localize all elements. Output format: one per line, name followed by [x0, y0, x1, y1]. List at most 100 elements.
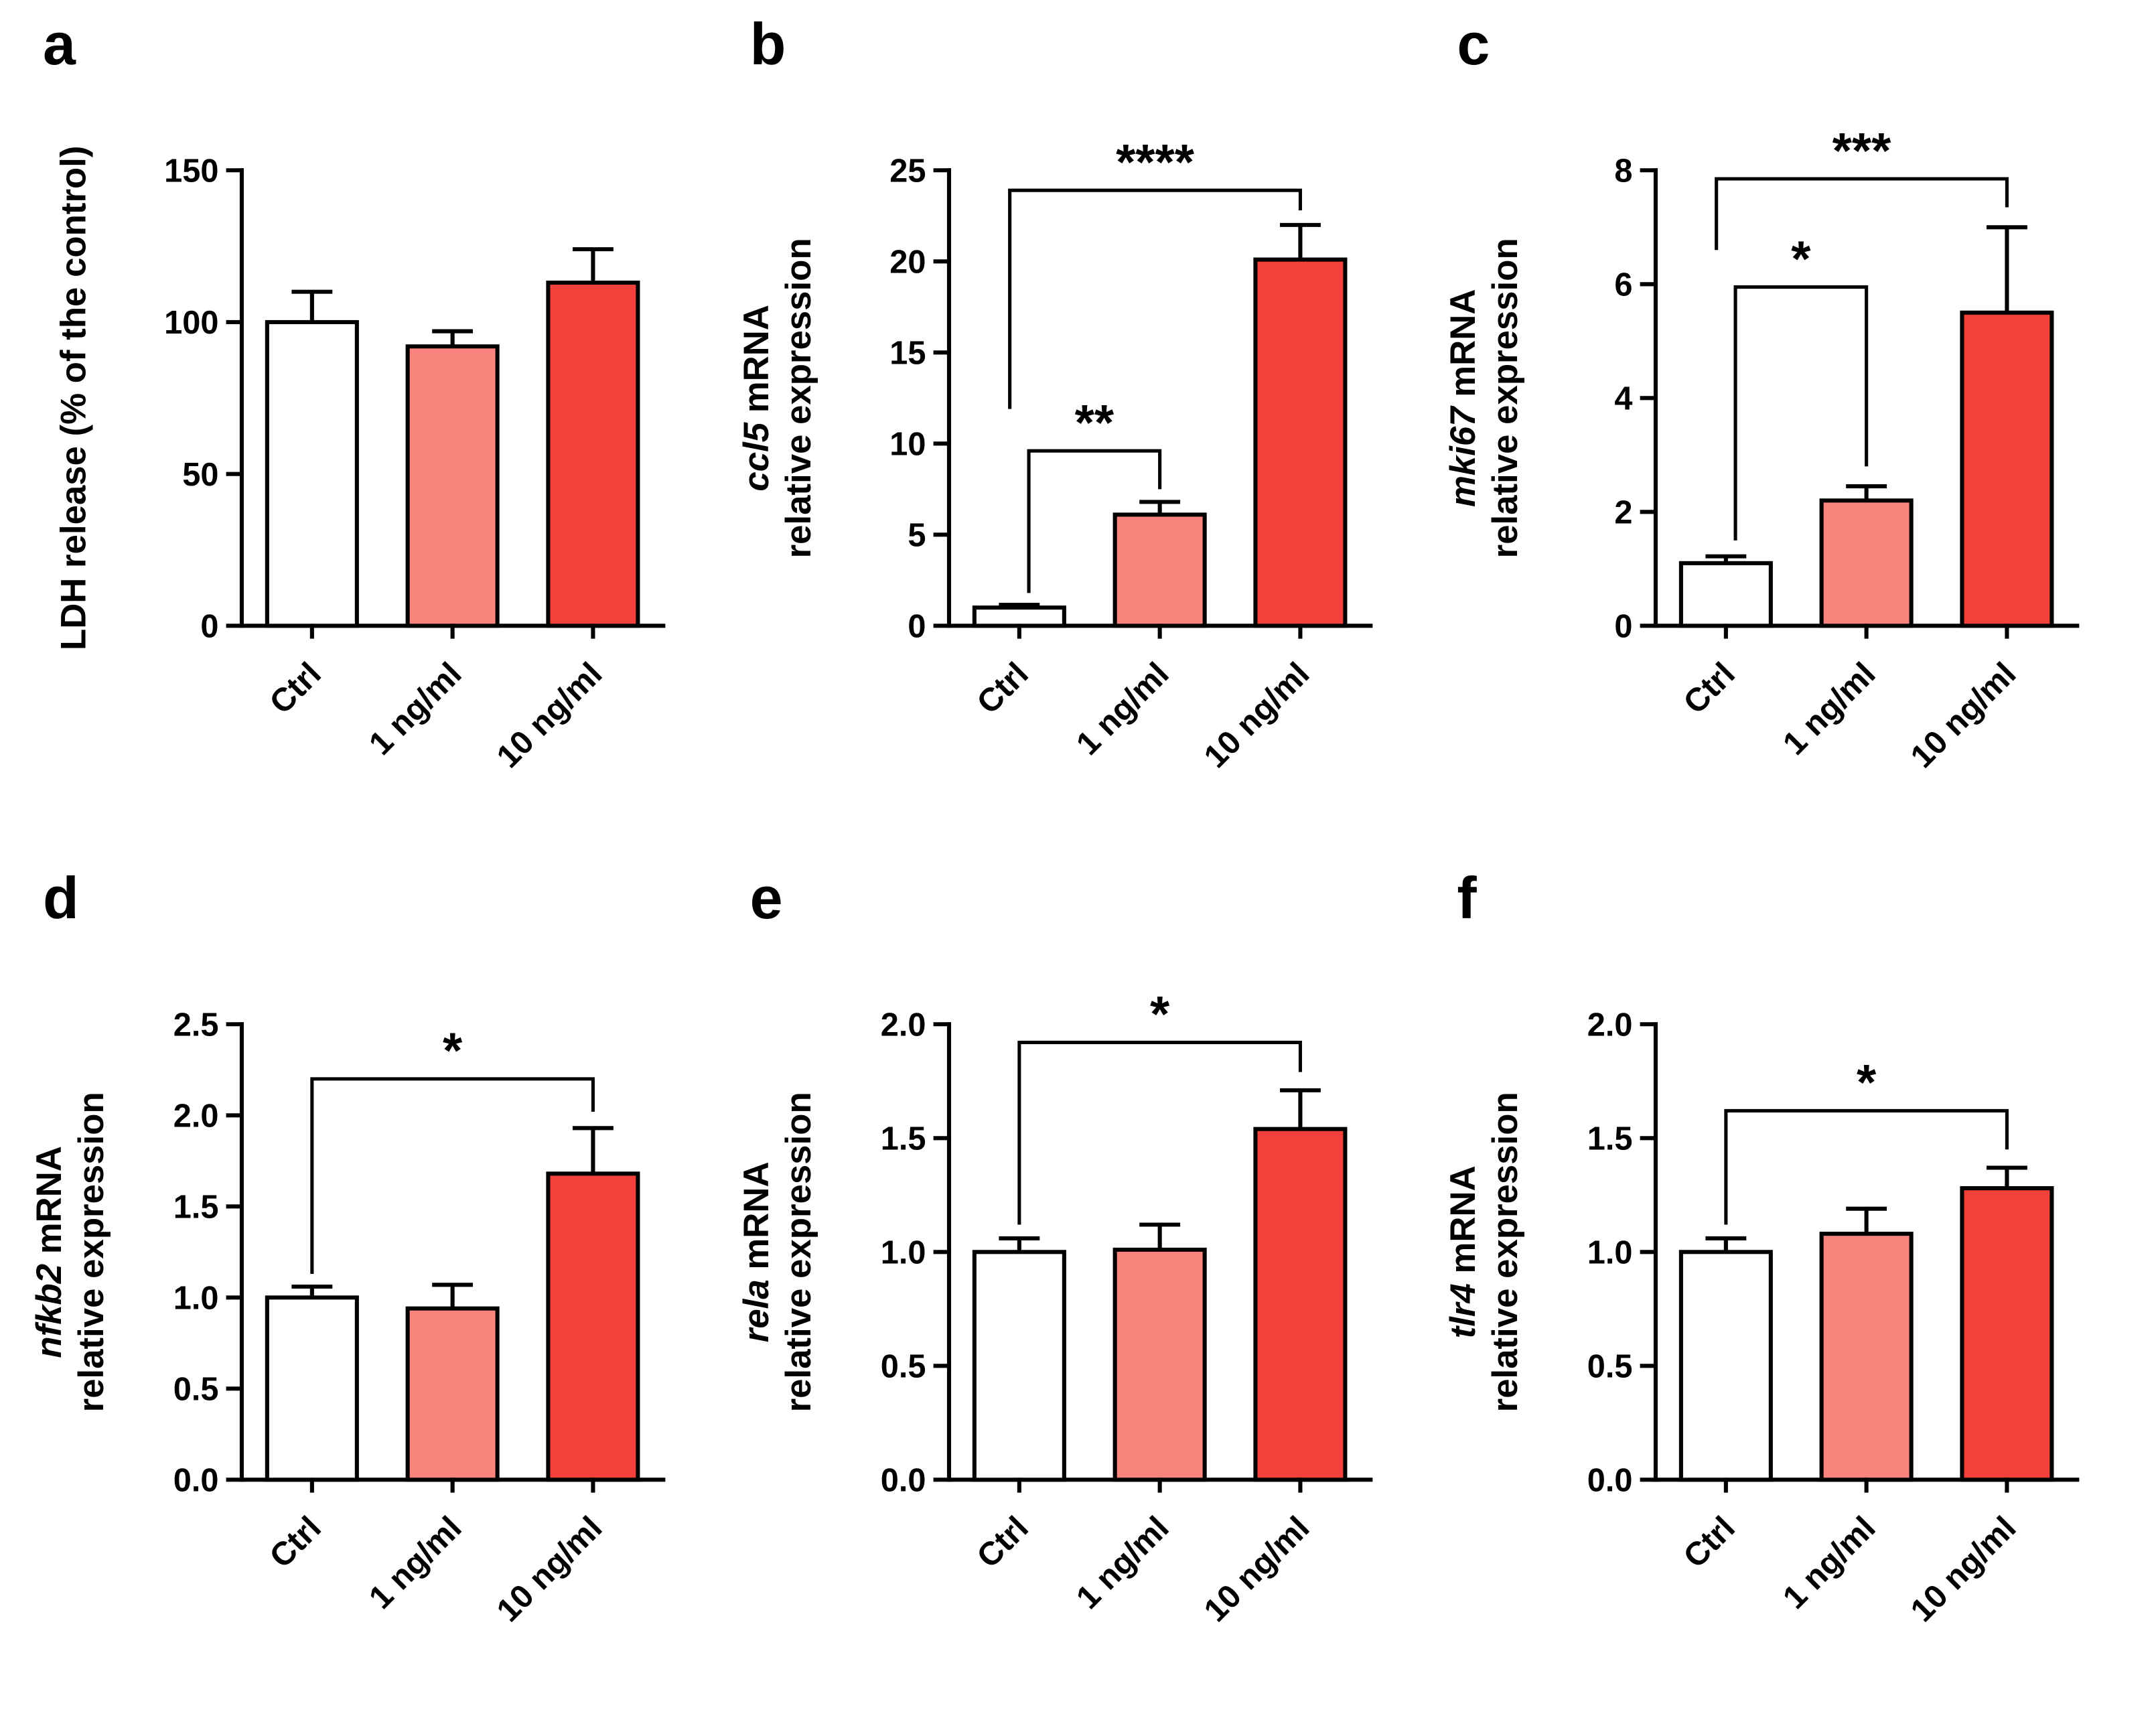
significance-bracket [1733, 285, 1869, 540]
y-tick-label: 1.0 [173, 1281, 219, 1317]
x-tick-label: Ctrl [1677, 656, 1743, 721]
y-tick-label: 0.0 [173, 1463, 219, 1499]
bar [546, 1171, 640, 1482]
y-axis-title-line2: relative expression [72, 1092, 111, 1412]
y-tick-label: 1.0 [1587, 1235, 1633, 1271]
bar [1253, 257, 1348, 628]
bar [265, 1295, 359, 1482]
y-tick-label: 0 [200, 609, 218, 645]
y-tick-label: 20 [889, 244, 926, 281]
bar [1960, 1186, 2054, 1482]
y-axis-title-line1: nfkb2 mRNA [29, 1146, 69, 1358]
panel-a: a LDH release (% of the control) 0 50 100 15… [17, 12, 725, 866]
bar [972, 605, 1066, 628]
significance-bracket [1715, 177, 2009, 250]
significance-label: * [1150, 986, 1170, 1042]
x-tick-label: Ctrl [263, 1510, 328, 1575]
bar [1819, 498, 1914, 628]
y-tick-label: 1.0 [880, 1235, 926, 1271]
y-tick-label: 5 [908, 518, 926, 554]
significance-bracket [1017, 1040, 1302, 1225]
x-tick-label: 1 ng/ml [362, 1510, 469, 1616]
chart-mki67-mrna: mki67 mRNA relative expression 0 2 4 6 8 Ctrl 1 … [1431, 68, 2139, 866]
chart-svg-e: rela mRNA relative expression 0.0 0.5 1.0 1.5… [737, 986, 1373, 1629]
y-axis-title-line2: relative expression [779, 238, 818, 558]
bar [405, 1306, 500, 1482]
x-tick-label: 10 ng/ml [490, 1510, 609, 1629]
y-tick-label: 2.0 [1587, 1007, 1633, 1043]
bar [1112, 512, 1207, 628]
significance-label: **** [1116, 134, 1195, 190]
significance-bracket [310, 1077, 595, 1274]
x-tick-label: 10 ng/ml [1904, 1510, 2023, 1629]
x-tick-label: Ctrl [970, 656, 1035, 721]
chart-tlr4-mrna: tlr4 mRNA relative expression 0.0 0.5 1.0 1.5… [1431, 922, 2139, 1720]
bar [546, 280, 640, 628]
chart-svg-b: ccl5 mRNA relative expression 0 5 10 15 20 25 Ct… [737, 134, 1373, 775]
panel-f: f tlr4 mRNA relative expression 0.0 0.5 1.0 1… [1431, 866, 2139, 1720]
chart-svg-c: mki67 mRNA relative expression 0 2 4 6 8 Ctrl 1 … [1443, 123, 2080, 775]
bar [972, 1250, 1066, 1482]
y-tick-label: 0.5 [880, 1349, 926, 1385]
y-axis-title-line2: relative expression [1486, 238, 1525, 558]
y-tick-label: 25 [889, 153, 926, 190]
y-tick-label: 6 [1615, 267, 1633, 303]
chart-svg-d: nfkb2 mRNA relative expression 0.0 0.5 1.0 1.… [29, 1007, 666, 1629]
panel-e: e rela mRNA relative expression 0.0 0.5 1.0 1… [725, 866, 1432, 1720]
significance-label: * [1857, 1054, 1877, 1110]
panel-letter-f: f [1457, 865, 1477, 931]
x-tick-label: Ctrl [970, 1510, 1035, 1575]
panel-letter-e: e [749, 865, 783, 931]
x-tick-label: Ctrl [263, 656, 328, 721]
y-tick-label: 50 [182, 457, 218, 493]
y-axis-title-line1: mki67 mRNA [1443, 289, 1483, 508]
significance-label: *** [1832, 123, 1891, 179]
x-tick-label: 10 ng/ml [490, 656, 609, 775]
y-axis-title-line2: relative expression [1486, 1092, 1525, 1412]
y-tick-label: 0.0 [1587, 1463, 1633, 1499]
panel-b: b ccl5 mRNA relative expression 0 5 10 15 20 25… [725, 12, 1432, 866]
bar [1679, 1250, 1774, 1482]
panel-letter-c: c [1457, 11, 1490, 77]
panel-letter-d: d [43, 865, 79, 931]
bar [265, 319, 359, 628]
significance-label: * [443, 1023, 463, 1079]
chart-ccl5-mrna: ccl5 mRNA relative expression 0 5 10 15 20 25 Ct… [725, 68, 1432, 866]
y-tick-label: 8 [1615, 153, 1633, 190]
bar [405, 344, 500, 628]
bar [1112, 1247, 1207, 1482]
chart-svg-a: LDH release (% of the control) 0 50 100 150 C… [54, 146, 666, 775]
y-tick-label: 150 [164, 153, 218, 190]
y-tick-label: 2.5 [173, 1007, 219, 1043]
y-axis-title-line1: tlr4 mRNA [1443, 1165, 1483, 1338]
panel-letter-b: b [749, 11, 786, 77]
y-tick-label: 2.0 [173, 1098, 219, 1135]
y-tick-label: 4 [1615, 381, 1633, 417]
chart-nfkb2-mrna: nfkb2 mRNA relative expression 0.0 0.5 1.0 1.… [17, 922, 725, 1720]
bar [1819, 1232, 1914, 1482]
chart-ldh-release: LDH release (% of the control) 0 50 100 150 C… [17, 68, 725, 866]
significance-bracket [1724, 1108, 2009, 1225]
x-tick-label: 1 ng/ml [1776, 656, 1883, 762]
y-tick-label: 0.0 [880, 1463, 926, 1499]
bar [1960, 310, 2054, 628]
bar [1679, 561, 1774, 628]
x-tick-label: 10 ng/ml [1197, 1510, 1316, 1629]
y-axis-title-line2: relative expression [779, 1092, 818, 1412]
y-tick-label: 1.5 [880, 1121, 926, 1157]
y-tick-label: 100 [164, 305, 218, 341]
panel-c: c mki67 mRNA relative expression 0 2 4 6 8 Ctrl… [1431, 12, 2139, 866]
y-tick-label: 1.5 [1587, 1121, 1633, 1157]
y-tick-label: 2 [1615, 495, 1633, 531]
chart-svg-f: tlr4 mRNA relative expression 0.0 0.5 1.0 1.5… [1443, 1007, 2080, 1629]
significance-bracket [1027, 449, 1161, 593]
x-tick-label: 1 ng/ml [362, 656, 469, 762]
chart-rela-mrna: rela mRNA relative expression 0.0 0.5 1.0 1.5… [725, 922, 1432, 1720]
y-tick-label: 0.5 [1587, 1349, 1633, 1385]
y-axis-title-line1: ccl5 mRNA [737, 305, 776, 492]
significance-label: * [1792, 230, 1812, 287]
x-tick-label: 1 ng/ml [1070, 656, 1176, 762]
panel-d: d nfkb2 mRNA relative expression 0.0 0.5 1.0… [17, 866, 725, 1720]
significance-label: ** [1074, 394, 1114, 451]
